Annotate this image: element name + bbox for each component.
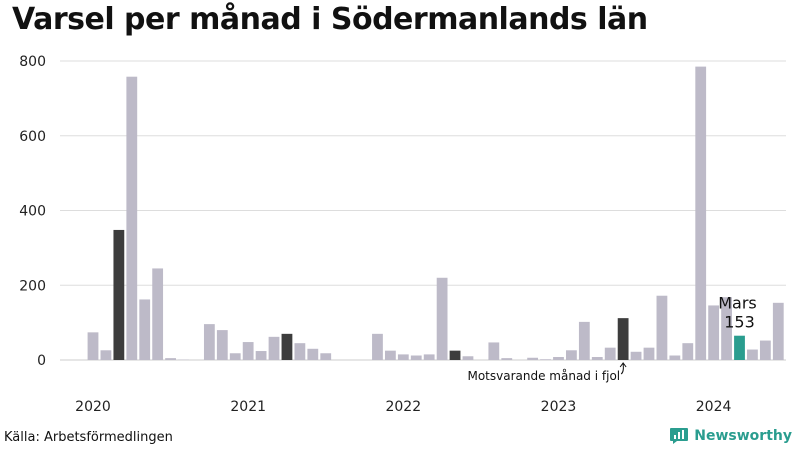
bar	[307, 348, 319, 360]
bar-previous-year	[617, 318, 629, 360]
bar	[139, 299, 151, 360]
x-tick-label: 2023	[541, 399, 577, 415]
grid-lines	[60, 60, 786, 361]
bar-current-month	[734, 335, 745, 360]
bar	[540, 359, 551, 360]
bars	[87, 66, 784, 361]
bar	[772, 302, 784, 360]
bar	[747, 349, 758, 360]
bar	[436, 277, 448, 360]
x-tick-label: 2024	[696, 399, 732, 415]
bar	[578, 321, 590, 360]
bar	[229, 353, 241, 360]
bar	[87, 332, 99, 360]
previous-year-annotation: Motsvarande månad i fjol	[467, 369, 620, 383]
annotations: Motsvarande månad i fjol Mars 153	[467, 294, 756, 383]
bar	[759, 340, 771, 360]
previous-year-annotation-arrow-icon	[619, 362, 627, 375]
x-axis-year-labels: 2020 2021 2022 2023 2024	[75, 399, 731, 415]
bar	[501, 358, 513, 360]
bar	[268, 336, 280, 360]
y-axis-ticks: 0 200 400 600 800	[19, 54, 46, 369]
bar	[591, 357, 603, 360]
bar	[216, 330, 228, 360]
bar-previous-year	[281, 333, 293, 360]
bar	[410, 355, 422, 360]
x-tick-label: 2021	[230, 399, 266, 415]
y-tick-label: 800	[19, 54, 46, 70]
bar	[372, 333, 383, 360]
bar	[242, 342, 254, 360]
bar-chart: 0 200 400 600 800 2020 2021 2022 2023 2024 Motsv…	[19, 54, 786, 415]
bar	[656, 295, 668, 360]
bar	[462, 356, 474, 360]
bar	[682, 343, 694, 360]
bar	[669, 355, 681, 360]
bar	[553, 357, 564, 360]
brand-name: Newsworthy	[694, 428, 792, 444]
bar	[423, 354, 435, 360]
bar	[294, 343, 306, 360]
bar	[384, 350, 396, 360]
source-note: Källa: Arbetsförmedlingen	[4, 430, 173, 445]
bar	[165, 358, 176, 360]
bar	[604, 347, 616, 360]
y-tick-label: 0	[37, 353, 46, 369]
bar	[152, 268, 164, 360]
bar	[126, 76, 138, 360]
bar-previous-year	[113, 229, 125, 360]
bar	[397, 354, 409, 360]
bar	[100, 350, 112, 360]
chart-title: Varsel per månad i Södermanlands län	[12, 2, 648, 37]
x-tick-label: 2022	[385, 399, 421, 415]
bar-previous-year	[449, 350, 461, 360]
y-tick-label: 400	[19, 204, 46, 220]
bar-chart-logo-icon	[670, 428, 689, 444]
current-value-label: 153	[724, 313, 755, 332]
bar	[488, 342, 500, 360]
y-tick-label: 200	[19, 278, 46, 294]
bar	[721, 297, 732, 360]
x-tick-label: 2020	[75, 399, 111, 415]
y-tick-label: 600	[19, 129, 46, 145]
bar	[630, 351, 642, 360]
current-month-label: Mars	[718, 294, 757, 313]
bar	[203, 324, 215, 360]
bar	[320, 353, 332, 360]
bar	[566, 350, 577, 360]
bar	[255, 351, 267, 360]
bar	[708, 305, 720, 360]
bar	[695, 66, 707, 361]
bar	[527, 357, 539, 360]
bar	[643, 347, 655, 360]
brand-logo: Newsworthy	[669, 427, 792, 445]
